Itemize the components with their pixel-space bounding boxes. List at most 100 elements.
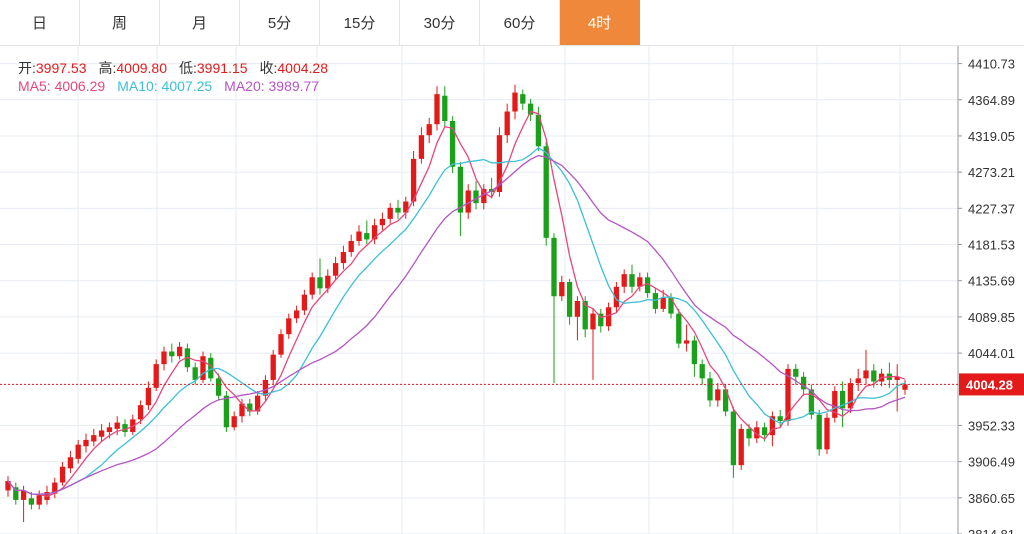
- candle-body: [371, 225, 378, 240]
- timeframe-tabs: 日 周 月 5分 15分 30分 60分 4时: [0, 0, 1024, 46]
- candle-body: [231, 416, 237, 428]
- candle-body: [738, 428, 744, 466]
- y-tick-label: 4410.73: [968, 57, 1015, 72]
- candle-body: [746, 428, 752, 439]
- candle-body: [106, 427, 113, 433]
- candle-body: [145, 387, 152, 406]
- candle-body: [434, 94, 440, 125]
- low-label: 低:: [179, 60, 197, 76]
- candle-body: [894, 376, 900, 380]
- open-label: 开:: [18, 60, 36, 76]
- y-tick-label: 4319.05: [968, 129, 1015, 144]
- candle-body: [332, 263, 339, 276]
- candle-body: [660, 297, 666, 309]
- tab-60min[interactable]: 60分: [480, 0, 560, 45]
- candle-body: [644, 277, 651, 294]
- candle-body: [403, 201, 409, 213]
- candle-body: [426, 124, 432, 136]
- ohlc-readout: 开:3997.53 高:4009.80 低:3991.15 收:4004.28: [18, 58, 328, 78]
- candle-body: [254, 395, 261, 412]
- candle-body: [309, 277, 315, 295]
- candle-body: [691, 340, 698, 365]
- current-price-label: 4004.28: [966, 377, 1013, 392]
- candle-body: [278, 334, 284, 355]
- candle-body: [793, 368, 799, 377]
- candle-body: [855, 378, 861, 384]
- candle-body: [28, 498, 35, 505]
- candle-body: [777, 416, 783, 421]
- close-label: 收:: [259, 60, 278, 76]
- candle-body: [379, 218, 386, 226]
- candle-body: [605, 307, 612, 327]
- tab-day[interactable]: 日: [0, 0, 80, 45]
- candle-body: [668, 297, 674, 314]
- candle-body: [527, 103, 534, 115]
- candle-body: [59, 466, 66, 483]
- ma10-label: MA10:: [117, 78, 158, 94]
- y-tick-label: 4181.53: [968, 238, 1015, 253]
- candle-body: [473, 190, 479, 204]
- candle-body: [730, 411, 737, 466]
- tab-15min[interactable]: 15分: [320, 0, 400, 45]
- y-tick-label: 4227.37: [968, 201, 1015, 216]
- candle-body: [847, 383, 854, 409]
- candle-body: [176, 346, 183, 357]
- ma20-line: [7, 154, 906, 495]
- tab-week[interactable]: 周: [80, 0, 160, 45]
- y-tick-label: 3952.33: [968, 418, 1015, 433]
- candle-body: [832, 390, 838, 418]
- ma10-value: 4007.25: [161, 78, 213, 94]
- candle-body: [520, 94, 526, 104]
- y-tick-label: 4089.85: [968, 310, 1015, 325]
- ma5-value: 4006.29: [54, 78, 106, 94]
- candle-body: [722, 389, 729, 412]
- candle-body: [98, 430, 105, 437]
- tab-5min[interactable]: 5分: [240, 0, 320, 45]
- candle-body: [566, 282, 573, 317]
- candle-body: [161, 351, 167, 365]
- candle-body: [621, 274, 627, 287]
- candle-body: [364, 233, 370, 240]
- candle-body: [590, 313, 596, 330]
- candle-body: [902, 384, 908, 390]
- candle-body: [270, 354, 276, 380]
- tab-30min[interactable]: 30分: [400, 0, 480, 45]
- candle-body: [286, 318, 292, 335]
- candle-body: [247, 403, 253, 412]
- candle-body: [535, 114, 542, 147]
- candle-body: [637, 277, 643, 287]
- candle-body: [395, 207, 401, 213]
- ma20-value: 3989.77: [268, 78, 320, 94]
- y-tick-label: 4044.01: [968, 346, 1015, 361]
- candle-body: [410, 158, 417, 202]
- candle-body: [613, 286, 620, 308]
- candle-body: [418, 135, 425, 159]
- tab-4hour[interactable]: 4时: [560, 0, 640, 45]
- candle-body: [114, 422, 120, 429]
- tab-month[interactable]: 月: [160, 0, 240, 45]
- candle-body: [715, 389, 721, 401]
- candle-body: [598, 313, 604, 327]
- candle-body: [504, 111, 510, 136]
- candle-body: [699, 364, 705, 379]
- candle-body: [761, 427, 768, 436]
- y-tick-label: 3906.49: [968, 455, 1015, 470]
- candle-body: [301, 294, 308, 311]
- candle-body: [449, 120, 456, 167]
- candle-body: [442, 95, 448, 121]
- candle-body: [582, 300, 588, 330]
- candle-body: [457, 166, 464, 213]
- y-tick-label: 4135.69: [968, 274, 1015, 289]
- candle-body: [75, 444, 81, 459]
- candle-body: [496, 135, 503, 193]
- candle-body: [816, 414, 822, 450]
- candle-body: [839, 390, 846, 409]
- candlestick-chart[interactable]: 4410.73 4364.89 4319.05 4273.21 4227.37 4181.…: [0, 46, 1024, 534]
- candle-body: [208, 357, 214, 379]
- candle-body: [629, 274, 635, 287]
- y-tick-label: 4364.89: [968, 93, 1015, 108]
- candle-body: [317, 277, 323, 289]
- candle-body: [356, 231, 362, 241]
- low-value: 3991.15: [196, 60, 248, 76]
- chart-canvas: 4410.73 4364.89 4319.05 4273.21 4227.37 4181.…: [0, 46, 1024, 534]
